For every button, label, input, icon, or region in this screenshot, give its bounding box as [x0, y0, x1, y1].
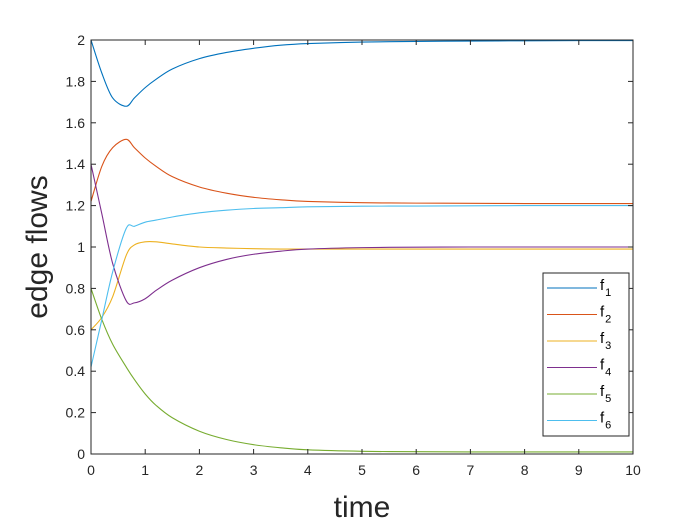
x-tick-label: 0 [87, 462, 95, 478]
y-tick-label: 1 [77, 239, 85, 255]
legend-label-f3: f3 [600, 330, 611, 352]
y-tick-label: 1.2 [66, 198, 86, 214]
legend-label-f1: f1 [600, 277, 611, 299]
legend: f1 f2 f3 f4 f5 f6 [542, 272, 630, 437]
series-line-f2 [90, 138, 633, 205]
y-tick-label: 0.6 [66, 322, 86, 338]
y-axis-label: edge flows [21, 175, 54, 318]
y-tick-label: 1.6 [66, 115, 86, 131]
series-line-f4 [90, 164, 633, 305]
y-tick-label: 2 [77, 32, 85, 48]
x-tick-label: 5 [358, 462, 366, 478]
axes [90, 39, 634, 455]
series-line-f3 [90, 240, 633, 331]
series-layer [90, 39, 634, 453]
legend-label-f6: f6 [600, 410, 611, 432]
legend-label-f4: f4 [600, 357, 611, 379]
x-tick-label: 4 [304, 462, 312, 478]
legend-label-f2: f2 [600, 304, 611, 326]
x-tick-label: 2 [196, 462, 204, 478]
series-line-f6 [90, 205, 633, 368]
y-tick-label: 0.2 [66, 405, 86, 421]
y-tick-label: 0.8 [66, 280, 86, 296]
x-tick-label: 7 [467, 462, 475, 478]
x-tick-label: 9 [575, 462, 583, 478]
x-axis-label: time [334, 491, 391, 524]
legend-box [542, 272, 630, 437]
x-tick-label: 10 [625, 462, 641, 478]
y-tick-label: 0 [77, 446, 85, 462]
y-tick-label: 1.8 [66, 73, 86, 89]
x-tick-label: 1 [141, 462, 149, 478]
x-tick-label: 3 [250, 462, 258, 478]
x-tick-label: 6 [412, 462, 420, 478]
legend-label-f5: f5 [600, 383, 611, 405]
tick-labels: 0 1 2 3 4 5 6 7 8 9 10 0 0.2 0.4 0.6 0.8 1 1.2 1.4 1.6 1.8 2 [66, 32, 641, 478]
x-tick-label: 8 [521, 462, 529, 478]
y-tick-label: 1.4 [66, 156, 86, 172]
y-tick-label: 0.4 [66, 363, 86, 379]
